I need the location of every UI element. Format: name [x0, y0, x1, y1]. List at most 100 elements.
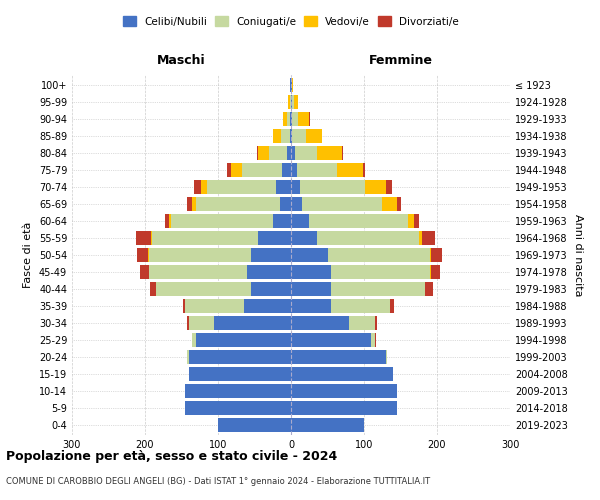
Bar	[309, 112, 310, 126]
Bar	[408, 214, 413, 228]
Bar	[297, 163, 337, 178]
Bar	[431, 248, 442, 262]
Bar	[183, 298, 185, 313]
Bar	[375, 332, 376, 347]
Bar	[342, 146, 343, 160]
Bar	[419, 231, 422, 245]
Legend: Celibi/Nubili, Coniugati/e, Vedovi/e, Divorziati/e: Celibi/Nubili, Coniugati/e, Vedovi/e, Di…	[123, 16, 459, 26]
Bar	[291, 350, 386, 364]
Bar	[288, 95, 290, 110]
Bar	[431, 265, 440, 279]
Bar	[389, 298, 390, 313]
Bar	[291, 78, 292, 92]
Bar	[247, 265, 291, 279]
Bar	[231, 163, 242, 178]
Bar	[273, 214, 291, 228]
Bar	[149, 265, 247, 279]
Bar	[291, 95, 292, 110]
Bar	[269, 146, 287, 160]
Bar	[277, 180, 291, 194]
Bar	[189, 350, 291, 364]
Bar	[151, 231, 152, 245]
Text: Femmine: Femmine	[368, 54, 433, 68]
Bar	[185, 400, 291, 415]
Bar	[291, 248, 328, 262]
Bar	[193, 332, 196, 347]
Bar	[422, 231, 435, 245]
Bar	[152, 231, 258, 245]
Bar	[282, 163, 291, 178]
Bar	[187, 350, 189, 364]
Bar	[169, 214, 170, 228]
Bar	[292, 78, 293, 92]
Bar	[349, 316, 375, 330]
Bar	[331, 265, 430, 279]
Bar	[298, 112, 309, 126]
Bar	[291, 298, 331, 313]
Bar	[194, 180, 201, 194]
Bar	[397, 197, 401, 212]
Bar	[413, 214, 419, 228]
Bar	[291, 332, 371, 347]
Bar	[430, 248, 431, 262]
Bar	[274, 129, 281, 144]
Bar	[214, 316, 291, 330]
Bar	[328, 248, 430, 262]
Text: Popolazione per età, sesso e stato civile - 2024: Popolazione per età, sesso e stato civil…	[6, 450, 337, 463]
Bar	[317, 146, 342, 160]
Bar	[382, 197, 397, 212]
Bar	[207, 180, 277, 194]
Bar	[251, 282, 291, 296]
Bar	[244, 298, 291, 313]
Bar	[425, 282, 433, 296]
Bar	[287, 112, 290, 126]
Bar	[291, 265, 331, 279]
Bar	[227, 163, 231, 178]
Bar	[375, 316, 377, 330]
Bar	[294, 95, 298, 110]
Bar	[290, 112, 291, 126]
Bar	[201, 180, 207, 194]
Bar	[291, 214, 309, 228]
Bar	[291, 400, 397, 415]
Bar	[148, 248, 149, 262]
Bar	[386, 350, 388, 364]
Text: COMUNE DI CAROBBIO DEGLI ANGELI (BG) - Dati ISTAT 1° gennaio 2024 - Elaborazione: COMUNE DI CAROBBIO DEGLI ANGELI (BG) - D…	[6, 478, 430, 486]
Bar	[291, 282, 331, 296]
Y-axis label: Fasce di età: Fasce di età	[23, 222, 33, 288]
Y-axis label: Anni di nascita: Anni di nascita	[573, 214, 583, 296]
Bar	[331, 298, 389, 313]
Bar	[386, 180, 392, 194]
Bar	[166, 214, 169, 228]
Bar	[291, 316, 349, 330]
Bar	[150, 282, 156, 296]
Bar	[291, 146, 295, 160]
Bar	[300, 180, 365, 194]
Bar	[291, 384, 397, 398]
Bar	[189, 316, 214, 330]
Bar	[137, 248, 148, 262]
Bar	[281, 129, 290, 144]
Bar	[287, 146, 291, 160]
Text: Maschi: Maschi	[157, 54, 206, 68]
Bar	[189, 366, 291, 381]
Bar	[187, 316, 189, 330]
Bar	[283, 112, 287, 126]
Bar	[218, 418, 291, 432]
Bar	[295, 146, 317, 160]
Bar	[305, 129, 322, 144]
Bar	[291, 180, 300, 194]
Bar	[291, 112, 292, 126]
Bar	[302, 197, 382, 212]
Bar	[257, 146, 258, 160]
Bar	[185, 384, 291, 398]
Bar	[292, 129, 305, 144]
Bar	[136, 231, 151, 245]
Bar	[156, 282, 251, 296]
Bar	[365, 180, 386, 194]
Bar	[185, 298, 244, 313]
Bar	[337, 163, 362, 178]
Bar	[290, 78, 291, 92]
Bar	[291, 163, 297, 178]
Bar	[317, 231, 419, 245]
